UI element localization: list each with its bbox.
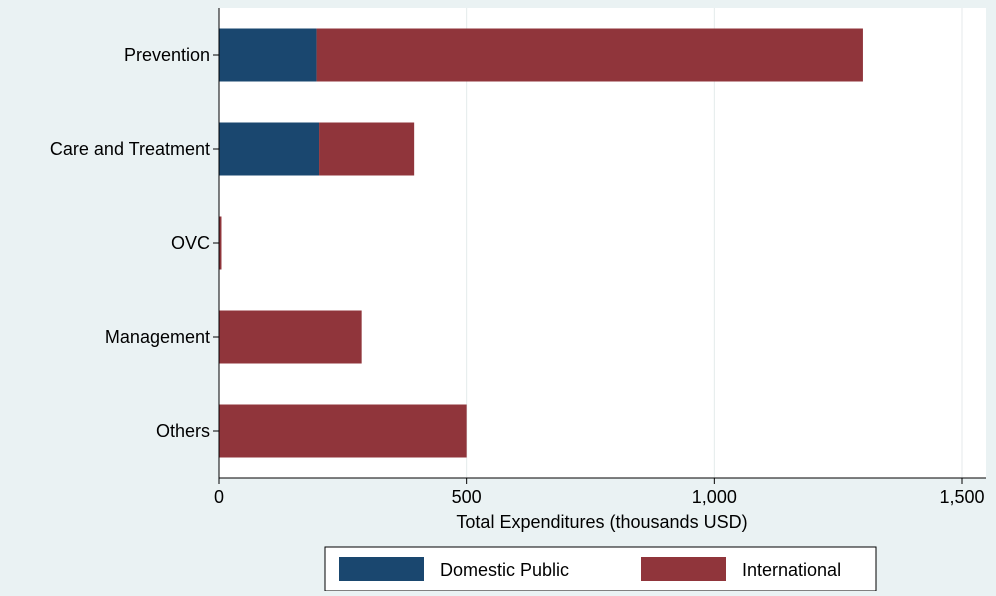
plot-region-background — [219, 8, 986, 478]
legend-swatch — [339, 557, 424, 581]
x-tick-label: 500 — [452, 487, 482, 507]
bars — [219, 28, 863, 458]
x-tick-label: 1,500 — [939, 487, 984, 507]
y-tick-label: OVC — [171, 233, 210, 253]
bar-segment — [219, 122, 320, 176]
legend: Domestic Public International — [324, 546, 877, 592]
legend-label: Domestic Public — [440, 560, 569, 580]
x-axis-title: Total Expenditures (thousands USD) — [456, 512, 747, 532]
y-axis: Prevention Care and Treatment OVC Managemen… — [50, 45, 219, 441]
gridlines — [466, 8, 963, 478]
bar-segment — [219, 216, 222, 270]
bar-segment — [319, 122, 415, 176]
bar-segment — [316, 28, 863, 82]
bar-segment — [219, 404, 467, 458]
legend-swatch — [641, 557, 726, 581]
y-tick-label: Management — [105, 327, 210, 347]
y-tick-label: Others — [156, 421, 210, 441]
y-tick-label: Care and Treatment — [50, 139, 210, 159]
legend-label: International — [742, 560, 841, 580]
x-tick-label: 0 — [214, 487, 224, 507]
bar-segment — [219, 28, 317, 82]
x-tick-label: 1,000 — [692, 487, 737, 507]
legend-box — [324, 546, 877, 592]
y-tick-label: Prevention — [124, 45, 210, 65]
x-axis: 0 500 1,000 1,500 — [214, 478, 985, 507]
bar-segment — [219, 310, 362, 364]
